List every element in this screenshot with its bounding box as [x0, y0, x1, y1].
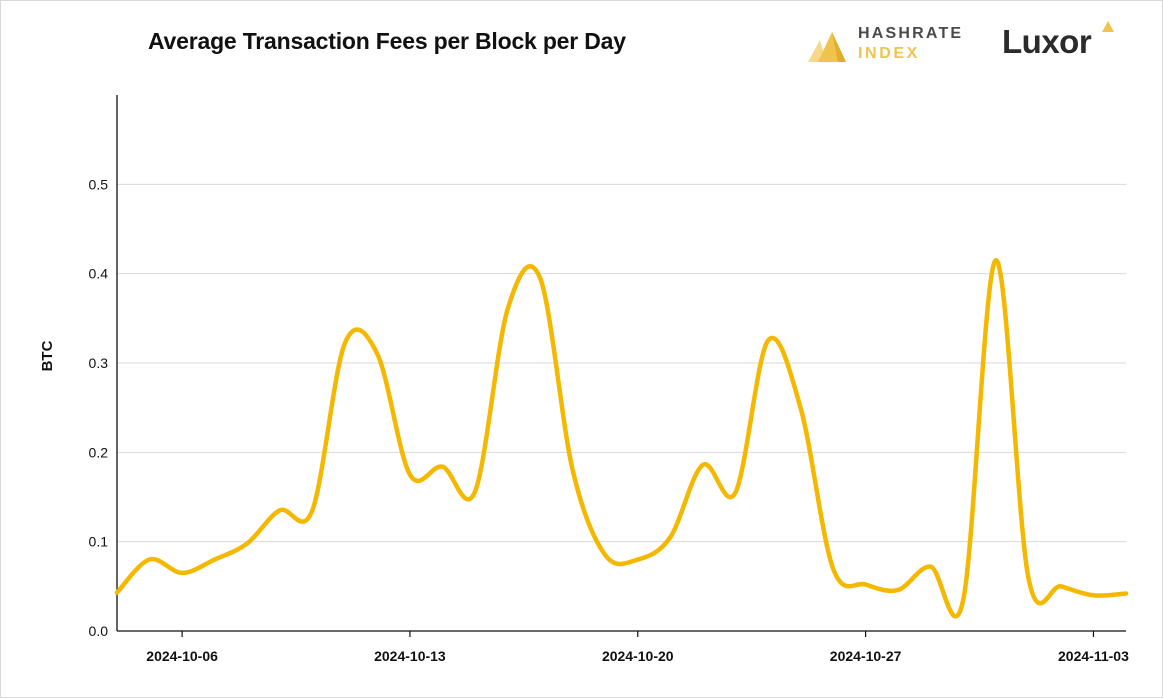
- y-axis-label: BTC: [39, 340, 56, 371]
- data-point: [1059, 584, 1063, 588]
- data-point: [440, 464, 444, 468]
- data-point: [929, 564, 933, 568]
- y-tick-label: 0.2: [89, 444, 109, 460]
- data-point: [375, 352, 379, 356]
- data-point: [994, 258, 998, 262]
- data-point: [636, 557, 640, 561]
- x-tick-label: 2024-10-06: [146, 648, 218, 664]
- x-axis-ticks: 2024-10-06 2024-10-13 2024-10-20 2024-10-27…: [146, 631, 1129, 664]
- hashrate-index-logo: HASHRATE INDEX: [806, 24, 976, 68]
- data-point: [473, 489, 477, 493]
- chart-title: Average Transaction Fees per Block per D…: [148, 28, 626, 54]
- data-point: [603, 553, 607, 557]
- y-tick-label: 0.4: [89, 266, 109, 282]
- data-point: [180, 571, 184, 575]
- x-tick-label: 2024-10-20: [602, 648, 674, 664]
- data-point: [961, 598, 965, 602]
- data-point: [766, 338, 770, 342]
- data-point: [408, 472, 412, 476]
- grid-lines: [117, 183, 1126, 543]
- data-point: [831, 566, 835, 570]
- data-point: [310, 508, 314, 512]
- data-point: [278, 508, 282, 512]
- y-tick-label: 0.5: [89, 176, 109, 192]
- y-tick-label: 0.1: [89, 534, 109, 550]
- data-point: [147, 557, 151, 561]
- y-tick-label: 0.3: [89, 355, 109, 371]
- data-point: [1091, 593, 1095, 597]
- hashrate-logo-line1: HASHRATE: [858, 25, 964, 42]
- data-point: [505, 307, 509, 311]
- y-tick-label: 0.0: [89, 623, 109, 639]
- hashrate-mountain-icon: [808, 32, 846, 62]
- x-tick-label: 2024-10-13: [374, 648, 446, 664]
- data-point: [245, 541, 249, 545]
- data-point: [115, 590, 119, 594]
- data-point: [896, 588, 900, 592]
- luxor-triangle-icon: [1102, 21, 1114, 32]
- data-point: [863, 582, 867, 586]
- data-point: [1026, 575, 1030, 579]
- luxor-logo-text: Luxor: [1002, 23, 1092, 60]
- luxor-logo: Luxor: [1000, 18, 1120, 62]
- series-group: [114, 258, 1129, 619]
- data-point: [668, 535, 672, 539]
- data-point: [701, 463, 705, 467]
- y-axis-ticks: 0.0 0.1 0.2 0.3 0.4 0.5: [89, 176, 109, 639]
- x-tick-label: 2024-10-27: [830, 648, 902, 664]
- x-tick-label: 2024-11-03: [1058, 648, 1129, 664]
- data-point: [798, 405, 802, 409]
- data-point: [212, 557, 216, 561]
- data-point: [1124, 591, 1128, 595]
- data-point: [343, 341, 347, 345]
- axes: [116, 95, 1126, 632]
- data-point: [570, 468, 574, 472]
- hashrate-logo-line2: INDEX: [858, 45, 920, 62]
- series-line: [114, 258, 1129, 619]
- data-point: [733, 490, 737, 494]
- data-point: [538, 276, 542, 280]
